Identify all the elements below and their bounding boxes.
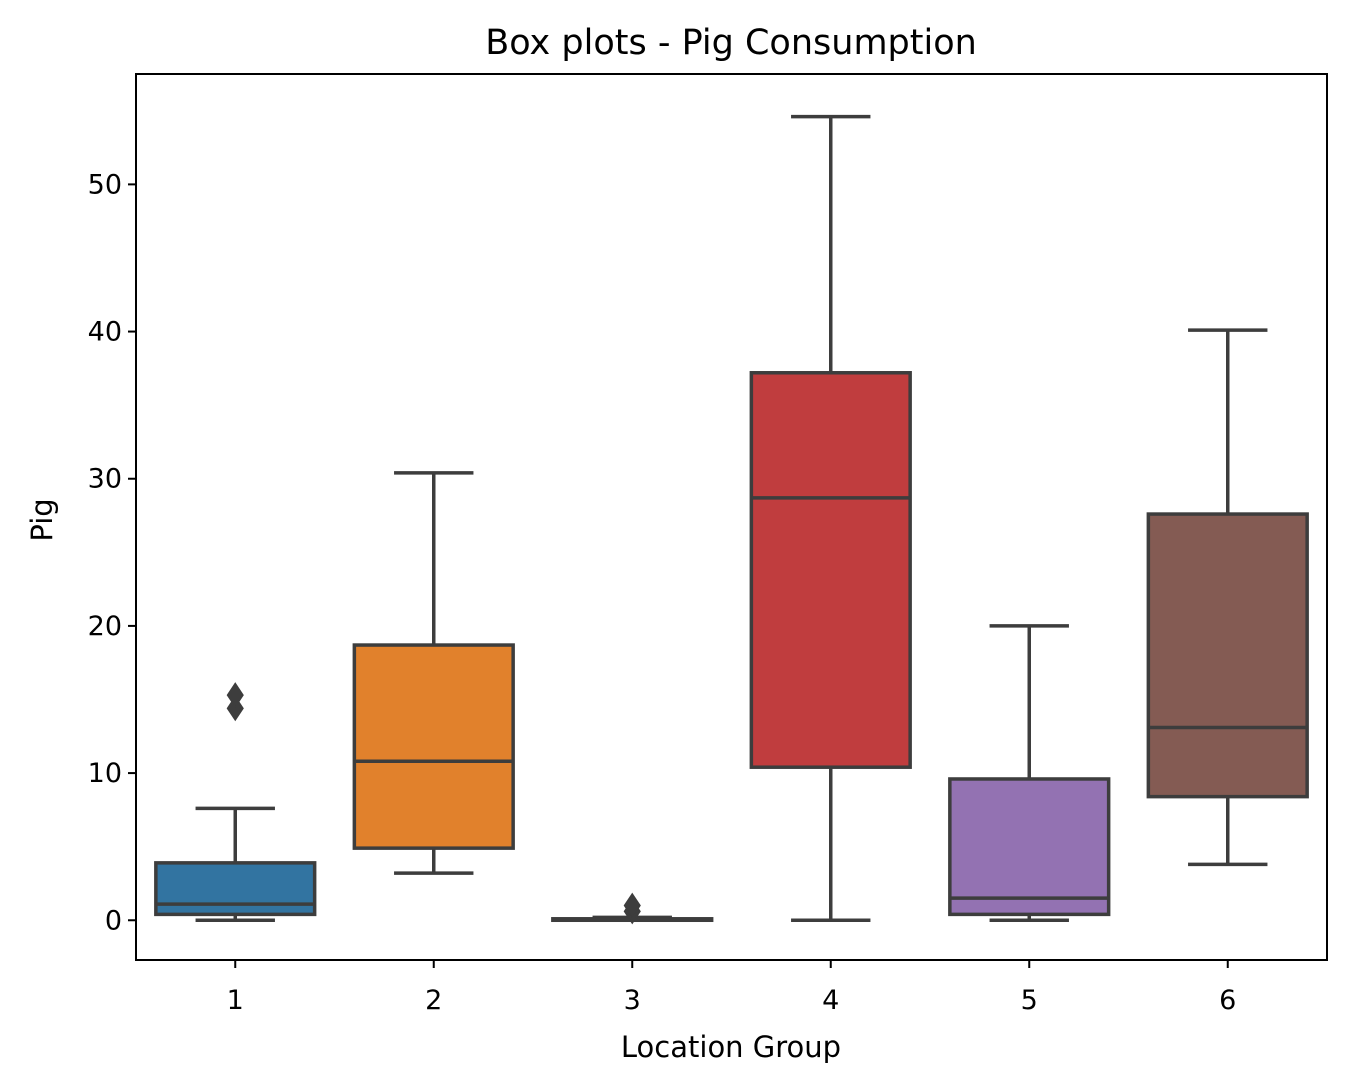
x-tick-label: 1	[227, 985, 244, 1016]
y-tick-label: 10	[88, 758, 122, 789]
box-5	[948, 777, 1111, 917]
box-6	[1146, 512, 1309, 799]
box-group-6	[1146, 328, 1309, 867]
y-tick-label: 50	[88, 169, 122, 200]
outlier-point	[226, 695, 244, 722]
plot-area	[154, 114, 1309, 925]
y-tick-label: 0	[105, 905, 122, 936]
outlier-point	[226, 682, 244, 708]
y-axis-title: Pig	[25, 498, 59, 541]
y-tick-label: 40	[88, 317, 122, 348]
y-tick-label: 20	[88, 611, 122, 642]
box-group-4	[749, 114, 912, 923]
x-tick-label: 3	[624, 985, 641, 1016]
x-axis-title: Location Group	[621, 1030, 841, 1064]
box-group-2	[352, 471, 515, 875]
x-axis: 1 2 3 4 5 6	[227, 960, 1236, 1016]
box-2	[352, 643, 515, 850]
box-group-5	[948, 624, 1111, 923]
box-1	[154, 861, 317, 917]
plot-frame	[135, 73, 1328, 961]
x-tick-label: 6	[1219, 985, 1236, 1016]
chart-title: Box plots - Pig Consumption	[485, 23, 977, 63]
x-tick-label: 2	[425, 985, 442, 1016]
box-group-3	[551, 892, 714, 925]
y-tick-label: 30	[88, 464, 122, 495]
outlier-point	[623, 892, 641, 919]
y-axis: 0 10 20 30 40 50	[88, 169, 136, 936]
box-group-1	[154, 682, 317, 923]
x-tick-label: 4	[822, 985, 839, 1016]
box-4	[749, 371, 912, 769]
x-tick-label: 5	[1021, 985, 1038, 1016]
